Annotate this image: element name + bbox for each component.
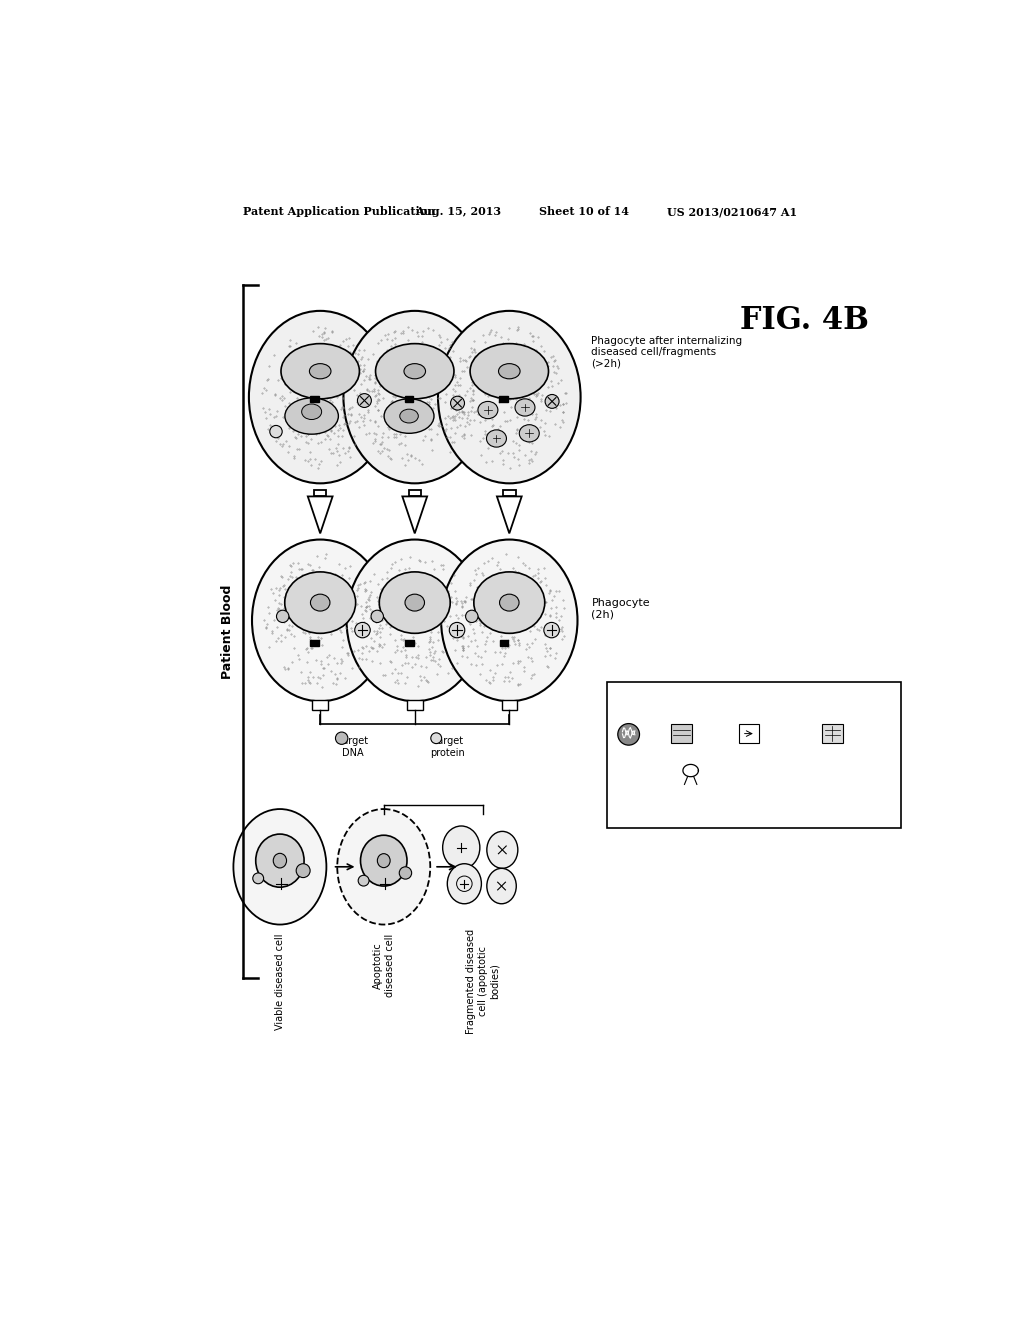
Circle shape	[269, 425, 283, 438]
Ellipse shape	[233, 809, 327, 924]
Text: Target
DNA: Target DNA	[338, 737, 369, 758]
Text: ), protein (: ), protein (	[762, 730, 817, 739]
Bar	[310, 396, 318, 401]
Circle shape	[450, 623, 465, 638]
Ellipse shape	[486, 430, 507, 447]
Ellipse shape	[500, 594, 519, 611]
Circle shape	[296, 863, 310, 878]
Circle shape	[617, 723, 640, 744]
Ellipse shape	[438, 312, 581, 483]
Circle shape	[358, 875, 369, 886]
Circle shape	[466, 610, 478, 623]
Circle shape	[371, 610, 383, 623]
Circle shape	[431, 733, 441, 743]
Ellipse shape	[360, 836, 407, 886]
Text: Phagocyte
(2h): Phagocyte (2h)	[592, 598, 650, 619]
Ellipse shape	[470, 343, 549, 399]
Ellipse shape	[486, 832, 518, 869]
Text: US 2013/0210647 A1: US 2013/0210647 A1	[667, 206, 797, 218]
Bar	[502, 700, 517, 710]
Circle shape	[354, 623, 371, 638]
Ellipse shape	[441, 540, 578, 701]
Text: Aug. 15, 2013: Aug. 15, 2013	[415, 206, 501, 218]
Circle shape	[336, 733, 348, 744]
Ellipse shape	[249, 312, 391, 483]
Ellipse shape	[442, 826, 480, 869]
Ellipse shape	[447, 863, 481, 904]
Text: DNA (: DNA (	[643, 730, 673, 739]
Polygon shape	[402, 496, 427, 533]
Circle shape	[544, 623, 559, 638]
Ellipse shape	[376, 343, 454, 399]
Polygon shape	[497, 496, 521, 533]
Bar	[406, 640, 414, 645]
Ellipse shape	[515, 399, 535, 416]
Bar	[671, 725, 692, 743]
Ellipse shape	[309, 363, 331, 379]
Text: Disease-Specific Signatures: Disease-Specific Signatures	[672, 696, 837, 706]
Circle shape	[545, 395, 559, 408]
Ellipse shape	[302, 404, 322, 420]
Ellipse shape	[499, 363, 520, 379]
Text: and lipid (: and lipid (	[621, 766, 673, 776]
Text: Apoptotic
diseased cell: Apoptotic diseased cell	[373, 933, 394, 997]
Bar	[409, 490, 421, 496]
Circle shape	[357, 393, 372, 408]
Bar	[500, 396, 508, 401]
Text: Patient Blood: Patient Blood	[221, 585, 233, 678]
Ellipse shape	[346, 540, 483, 701]
Text: Sheet 10 of 14: Sheet 10 of 14	[539, 206, 629, 218]
Ellipse shape	[399, 409, 419, 422]
Bar	[607, 682, 901, 829]
Ellipse shape	[519, 425, 540, 442]
Ellipse shape	[406, 594, 425, 611]
Ellipse shape	[343, 312, 486, 483]
Bar	[314, 490, 327, 496]
Ellipse shape	[285, 572, 355, 634]
Ellipse shape	[378, 854, 390, 867]
Bar	[310, 640, 319, 645]
Ellipse shape	[486, 869, 516, 904]
Ellipse shape	[310, 594, 330, 611]
Text: ),: ),	[703, 766, 711, 776]
Circle shape	[451, 396, 465, 411]
Bar	[500, 640, 508, 645]
Ellipse shape	[474, 572, 545, 634]
Polygon shape	[308, 496, 333, 533]
Bar	[407, 700, 423, 710]
Ellipse shape	[281, 343, 359, 399]
Bar	[503, 490, 515, 496]
Bar	[822, 725, 843, 743]
Text: Patent Application Publication: Patent Application Publication	[243, 206, 435, 218]
Text: Viable diseased cell: Viable diseased cell	[274, 933, 285, 1031]
Ellipse shape	[384, 399, 434, 433]
Ellipse shape	[337, 809, 430, 924]
Circle shape	[253, 873, 263, 884]
Text: ),: ),	[846, 730, 853, 739]
Ellipse shape	[252, 540, 388, 701]
Text: ), RNA (: ), RNA (	[695, 730, 735, 739]
Text: FIG. 4B: FIG. 4B	[740, 305, 869, 335]
Text: Phagocyte after internalizing
diseased cell/fragments
(>2h): Phagocyte after internalizing diseased c…	[592, 335, 742, 368]
Text: Target
protein: Target protein	[430, 737, 465, 758]
Circle shape	[399, 867, 412, 879]
Ellipse shape	[285, 397, 338, 434]
Circle shape	[276, 610, 289, 623]
Text: Fragmented diseased
cell (apoptotic
bodies): Fragmented diseased cell (apoptotic bodi…	[466, 928, 500, 1034]
Ellipse shape	[478, 401, 498, 418]
Ellipse shape	[256, 834, 304, 887]
Ellipse shape	[403, 363, 426, 379]
Ellipse shape	[379, 572, 451, 634]
Bar	[738, 725, 759, 743]
Bar	[404, 396, 414, 401]
Bar	[312, 700, 328, 710]
Ellipse shape	[273, 853, 287, 869]
